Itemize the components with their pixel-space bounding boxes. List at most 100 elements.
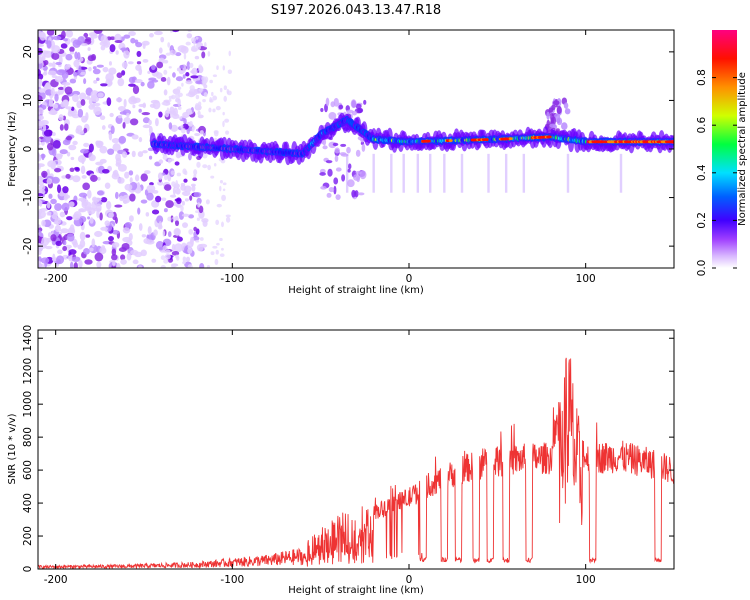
spectrogram-noise-cell (551, 104, 556, 111)
spectrogram-streak (372, 153, 375, 193)
spectrogram-noise-cell (171, 264, 177, 268)
spectrogram-noise-cell (38, 88, 46, 93)
spectrogram-noise-cell (328, 187, 335, 193)
spectrogram-streak (460, 153, 464, 193)
spectrogram-noise-cell (171, 94, 176, 100)
spectrogram-noise-cell (195, 44, 201, 51)
spectrogram-noise-cell (38, 176, 45, 186)
spectrogram-noise-cell (151, 258, 157, 263)
spectrogram-noise-cell (154, 117, 159, 127)
spectrogram-noise-cell (171, 250, 180, 256)
spectrogram-noise-cell (131, 134, 139, 140)
spectrogram-noise-cell (149, 182, 154, 186)
spectrogram-noise-cell (552, 116, 556, 126)
spectrogram-noise-cell (184, 198, 189, 202)
spectrogram-noise-cell (209, 97, 213, 103)
spectrogram-noise-cell (123, 49, 130, 59)
spectrogram-noise-cell (91, 200, 98, 210)
spectrogram-noise-cell (51, 52, 60, 60)
spectrogram-streak (504, 153, 508, 193)
spectrogram-noise-cell (109, 44, 116, 53)
spectrogram-noise-cell (213, 162, 217, 167)
spectrogram-noise-cell (222, 182, 227, 186)
spectrogram-noise-cell (111, 229, 120, 235)
colorbar-ticks: 0.0 0.2 0.4 0.6 0.8 (696, 69, 737, 276)
spectrogram-noise-cell (193, 226, 198, 232)
spectrogram-noise-cell (95, 161, 104, 166)
spectrogram-noise-cell (170, 170, 175, 176)
spectrogram-noise-cell (222, 111, 225, 116)
spectrogram-noise-cell (127, 61, 134, 65)
spectrogram-noise-cell (115, 50, 119, 55)
spectrogram-noise-cell (108, 212, 114, 219)
spectrogram-noise-cell (50, 234, 57, 242)
spectrogram-noise-cell (38, 43, 45, 48)
spectrogram-streak (487, 153, 490, 193)
spectrogram-noise-cell (52, 253, 56, 262)
spectrogram-noise-cell (549, 123, 557, 128)
spectrogram-noise-cell (222, 188, 226, 192)
spectrogram-noise-cell (350, 99, 357, 109)
spectrogram-noise-cell (195, 36, 199, 40)
spectrogram-noise-cell (142, 58, 149, 63)
spectrogram-noise-cell (38, 115, 44, 121)
spectrogram-noise-cell (38, 199, 43, 206)
spectrogram-noise-cell (38, 184, 46, 191)
spectrogram-noise-cell (85, 234, 91, 238)
spectrogram-noise-cell (47, 160, 57, 168)
spectrogram-noise-cell (320, 185, 327, 190)
spectrogram-noise-cell (66, 233, 75, 242)
spectrogram-noise-cell (111, 137, 120, 144)
spectrogram-noise-cell (101, 169, 110, 174)
spectrogram-noise-cell (136, 61, 142, 65)
spectrogram-noise-cell (128, 31, 136, 37)
spectrogram-noise-cell (107, 81, 113, 86)
spectrogram-noise-cell (39, 31, 46, 41)
spectrogram-noise-cell (219, 185, 222, 192)
spectrogram-noise-cell (48, 193, 53, 199)
spectrogram-noise-cell (189, 120, 193, 127)
spectrogram-noise-cell (128, 233, 133, 241)
spectrogram-noise-cell (187, 108, 193, 116)
spectrogram-noise-cell (38, 235, 42, 244)
spectrogram-noise-cell (228, 50, 232, 57)
spectrogram-noise-cell (178, 70, 185, 75)
spectrogram-noise-cell (177, 106, 182, 110)
colorbar-tick-label: 0.2 (696, 212, 708, 229)
spectrogram-noise-cell (132, 259, 139, 265)
spectrogram-noise-cell (177, 92, 183, 97)
spectrogram-noise-cell (40, 257, 50, 264)
spectrogram-noise-cell (94, 252, 104, 262)
spectrogram-ytick-label: -10 (22, 189, 34, 206)
spectrogram-noise-cell (187, 247, 193, 254)
spectrogram-noise-cell (88, 32, 98, 37)
spectrogram-noise-cell (183, 53, 187, 60)
spectrogram-noise-cell (65, 173, 71, 179)
spectrogram-noise-cell (59, 124, 64, 131)
spectrogram-noise-cell (179, 64, 185, 69)
spectrogram-noise-cell (161, 197, 167, 201)
spectrogram-noise-cell (191, 67, 198, 76)
spectrogram-noise-cell (146, 184, 156, 193)
spectrogram-noise-cell (115, 157, 122, 166)
spectrogram-noise-cell (71, 256, 81, 262)
spectrogram-noise-cell (193, 41, 196, 45)
snr-xlabel: Height of straight line (km) (288, 585, 424, 596)
spectrogram-noise-cell (41, 219, 46, 227)
spectrogram-noise-cell (73, 71, 78, 77)
spectrogram-noise-cell (163, 69, 168, 75)
spectrogram-noise-cell (175, 180, 178, 187)
spectrogram-noise-cell (207, 51, 211, 57)
spectrogram-noise-cell (38, 142, 41, 146)
snr-xtick-label: -100 (220, 574, 244, 586)
spectrogram-noise-cell (326, 192, 332, 198)
spectrogram-noise-cell (117, 106, 126, 112)
spectrogram-streak (345, 153, 349, 193)
spectrogram-noise-cell (138, 265, 142, 268)
spectrogram-noise-cell (38, 47, 43, 55)
spectrogram-noise-cell (38, 230, 42, 234)
spectrogram-ytick-label: 10 (22, 94, 34, 107)
spectrogram-streak (429, 153, 432, 193)
